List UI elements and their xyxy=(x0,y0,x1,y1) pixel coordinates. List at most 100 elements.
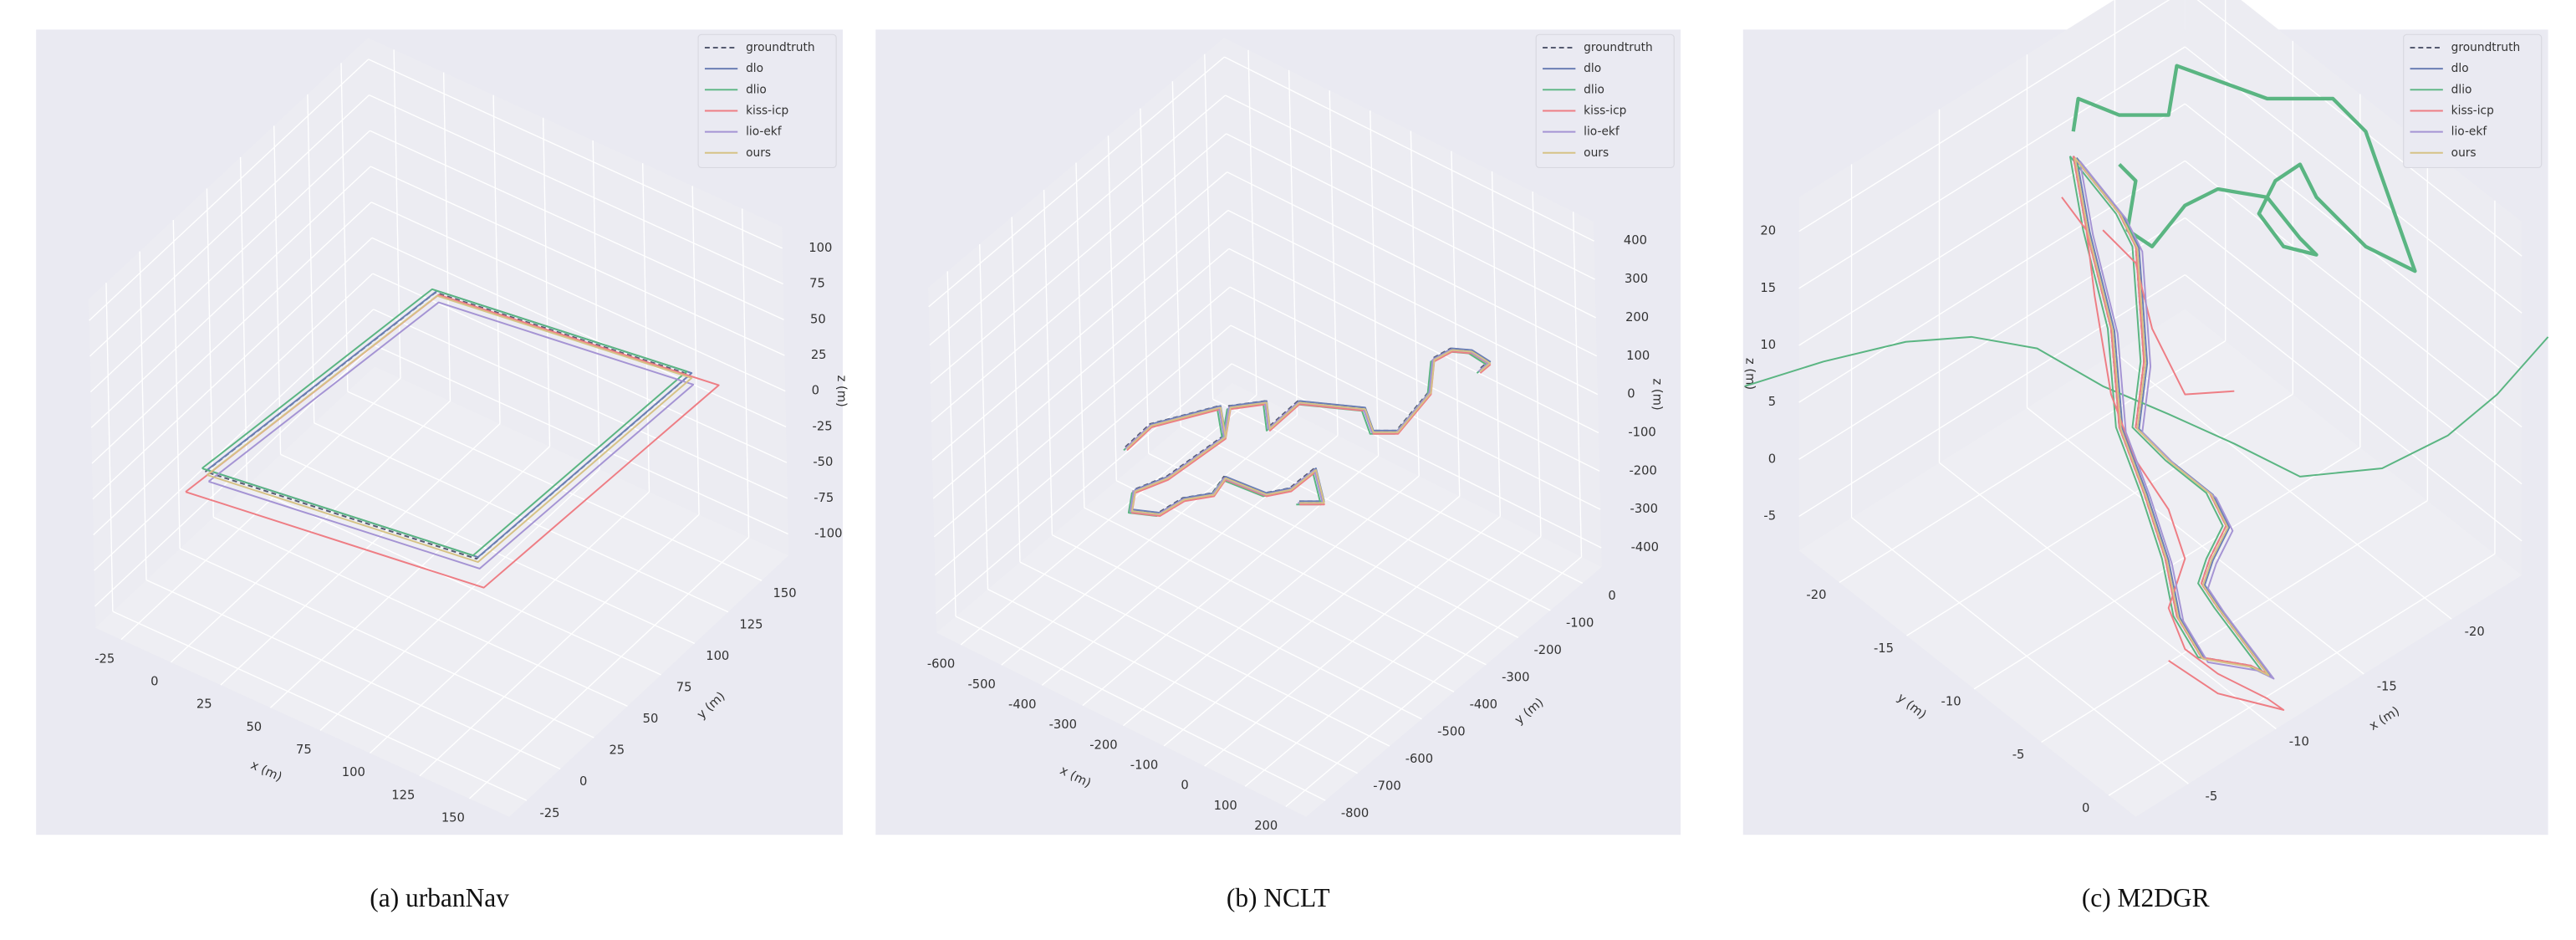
grid-line xyxy=(1798,217,2186,460)
z-tick-label: 10 xyxy=(1760,338,1776,352)
caption: (b) NCLT xyxy=(1227,883,1330,912)
trajectory xyxy=(2075,157,2272,677)
x-tick-label: 75 xyxy=(296,743,312,757)
grid-line xyxy=(1230,324,1601,510)
grid-line xyxy=(2196,0,2522,257)
y-tick-label: -500 xyxy=(1437,724,1465,738)
wall-pane xyxy=(2185,0,2522,575)
grid-line xyxy=(1226,133,1597,319)
x-tick-label: 200 xyxy=(1254,819,1278,833)
grid-line xyxy=(247,485,661,676)
y-tick-label: -700 xyxy=(1373,779,1400,793)
x-tick-label: -500 xyxy=(967,677,995,692)
legend-label: dlio xyxy=(1584,83,1604,96)
grid-line xyxy=(1115,480,1487,666)
grid-line xyxy=(2184,103,2522,370)
grid-line xyxy=(1798,0,2170,232)
trajectory xyxy=(1744,335,2549,478)
legend-label: groundtruth xyxy=(2451,41,2521,54)
y-tick-label: -300 xyxy=(1502,671,1529,685)
grid-line xyxy=(179,548,594,738)
grid-line xyxy=(1228,248,1599,434)
z-tick-label: 5 xyxy=(1768,395,1776,409)
grid-line xyxy=(2184,46,2522,314)
legend-label: lio-ekf xyxy=(1584,125,1620,139)
grid-line xyxy=(1798,46,2186,289)
floor-pane xyxy=(1798,309,2522,817)
x-tick-label: 0 xyxy=(150,674,158,688)
grid-line xyxy=(1084,507,1455,692)
legend-label: ours xyxy=(746,146,771,160)
grid-line xyxy=(319,468,600,731)
legend-label: dlio xyxy=(746,83,767,96)
grid-line xyxy=(1148,452,1519,638)
grid-line xyxy=(89,59,370,321)
legend-label: kiss-icp xyxy=(746,104,788,117)
legend-label: groundtruth xyxy=(746,41,815,54)
z-tick-label: 20 xyxy=(1760,224,1776,238)
x-tick-label: -400 xyxy=(1008,697,1036,712)
trajectory xyxy=(2102,229,2235,396)
trajectory xyxy=(2061,197,2285,711)
grid-line xyxy=(213,516,628,708)
y-tick-label: -100 xyxy=(1566,616,1594,631)
trajectory xyxy=(1126,349,1492,450)
grid-line xyxy=(469,536,750,800)
z-tick-label: 400 xyxy=(1624,233,1647,248)
caption: (a) urbanNav xyxy=(370,883,509,912)
z-tick-label: -25 xyxy=(813,419,833,433)
z-tick-label: 0 xyxy=(1627,387,1635,401)
grid-line xyxy=(374,344,788,535)
z-tick-label: -100 xyxy=(814,527,842,541)
z-axis-label: z (m) xyxy=(1743,358,1757,390)
grid-line xyxy=(1224,56,1594,242)
grid-line xyxy=(1212,398,1584,585)
x-tick-label: 125 xyxy=(391,788,415,802)
grid-line xyxy=(370,491,650,754)
y-tick-label: 25 xyxy=(609,743,625,758)
panel: -25 0 25 50 75 100 125 150 -25 0 25 50 75 100 125 150 -1… xyxy=(36,29,849,835)
x-tick-label: -20 xyxy=(2465,625,2485,639)
grid-line xyxy=(1839,340,2227,584)
panel: -600-500-400-300-200-1000100200-800-700-… xyxy=(875,29,1681,835)
grid-line xyxy=(1180,426,1551,611)
grid-line xyxy=(112,610,528,801)
caption: (c) M2DGR xyxy=(2082,883,2210,912)
grid-line xyxy=(2184,217,2522,485)
z-tick-label: 50 xyxy=(810,312,826,326)
y-tick-label: -25 xyxy=(539,806,559,820)
y-tick-label: -20 xyxy=(1806,588,1826,602)
grid-line xyxy=(370,130,784,320)
grid-line xyxy=(1231,363,1602,549)
z-tick-label: 100 xyxy=(1626,349,1650,363)
grid-line xyxy=(1229,286,1600,472)
x-tick-label: -200 xyxy=(1089,738,1117,752)
trajectory xyxy=(201,288,688,557)
x-tick-label: -600 xyxy=(927,657,955,672)
grid-line xyxy=(91,202,372,464)
grid-line xyxy=(931,210,1229,461)
z-tick-label: 300 xyxy=(1625,272,1648,286)
x-tick-label: 50 xyxy=(246,720,262,734)
x-tick-label: 25 xyxy=(196,697,212,712)
z-tick-label: -100 xyxy=(1628,425,1655,439)
grid-line xyxy=(931,171,1228,422)
grid-line xyxy=(120,377,401,641)
x-tick-label: 100 xyxy=(1214,799,1237,813)
x-tick-label: -25 xyxy=(94,651,115,666)
legend-box xyxy=(2403,33,2543,169)
grid-line xyxy=(89,95,370,357)
grid-line xyxy=(370,166,785,356)
y-tick-label: 0 xyxy=(579,774,587,789)
z-tick-label: -5 xyxy=(1763,508,1776,523)
y-tick-label: -600 xyxy=(1405,752,1433,766)
grid-line xyxy=(936,363,1232,615)
z-axis-label: z (m) xyxy=(1650,378,1665,410)
grid-line xyxy=(269,446,550,708)
grid-line xyxy=(933,286,1231,538)
y-tick-label: 125 xyxy=(739,617,763,631)
z-tick-label: -200 xyxy=(1629,463,1656,478)
z-tick-label: 100 xyxy=(809,241,832,255)
